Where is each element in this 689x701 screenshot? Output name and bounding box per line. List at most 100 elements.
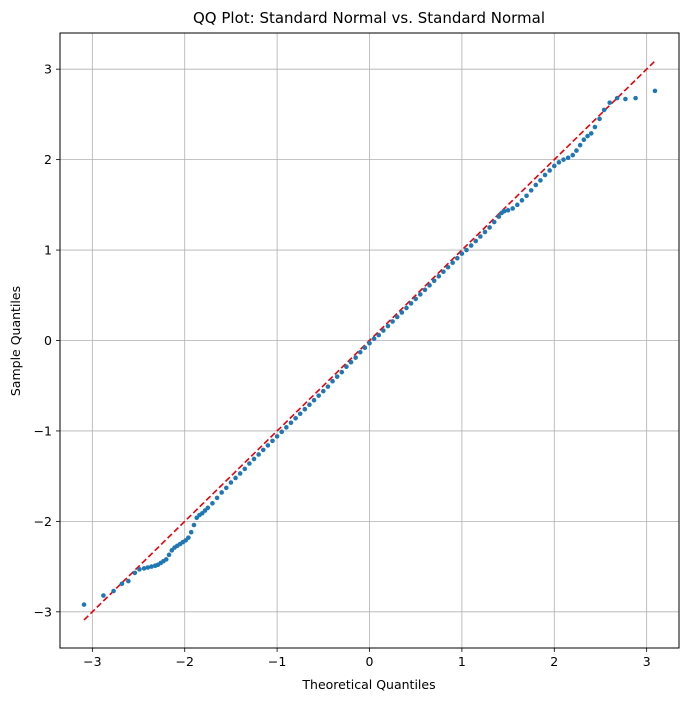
data-point [478, 234, 483, 239]
data-point [404, 305, 409, 311]
data-point [166, 552, 172, 558]
data-point [468, 243, 474, 248]
data-point [533, 182, 539, 188]
data-point [431, 278, 437, 284]
data-point [307, 402, 312, 408]
y-tick-label: 3 [44, 62, 52, 77]
data-point [496, 214, 502, 219]
data-point [214, 495, 220, 501]
data-point [592, 124, 598, 130]
data-point [119, 581, 125, 587]
data-point [348, 359, 354, 365]
data-point [163, 557, 169, 562]
data-point [367, 340, 372, 346]
data-point [297, 411, 303, 417]
x-tick-label: −3 [83, 654, 101, 669]
data-point [577, 142, 583, 148]
data-point [381, 328, 386, 333]
data-point [385, 323, 391, 329]
data-point [607, 100, 613, 105]
data-point [256, 452, 261, 457]
data-point [482, 229, 488, 235]
data-point [633, 95, 638, 101]
y-tick-label: 1 [44, 243, 52, 258]
data-point [279, 429, 285, 435]
data-point [126, 578, 131, 584]
data-point [284, 425, 289, 430]
data-point [551, 163, 557, 169]
data-point [601, 107, 607, 113]
data-point [321, 388, 326, 394]
data-point [270, 438, 275, 444]
data-point [459, 251, 465, 256]
data-point [450, 260, 455, 266]
data-point [394, 314, 400, 320]
data-point [357, 349, 363, 355]
data-point [464, 247, 469, 253]
data-points [81, 88, 658, 607]
y-axis-label: Sample Quantiles [8, 286, 23, 396]
data-point [652, 88, 658, 94]
data-point [491, 219, 497, 225]
x-axis-ticks: −3 −2 −1 0 1 2 3 [83, 648, 651, 669]
data-point [132, 570, 138, 576]
y-tick-label: 2 [44, 152, 52, 167]
data-point [242, 466, 248, 472]
data-point [436, 273, 442, 279]
data-point [413, 296, 418, 302]
data-point [399, 310, 405, 315]
data-point [149, 564, 154, 569]
data-point [191, 522, 197, 528]
data-point [408, 301, 414, 306]
data-point [145, 565, 151, 570]
data-point [561, 157, 566, 162]
data-point [228, 480, 234, 485]
y-tick-label: −2 [34, 514, 52, 529]
data-point [137, 567, 142, 572]
data-point [565, 155, 571, 161]
data-point [574, 148, 579, 153]
data-point [547, 168, 552, 173]
data-point [334, 374, 340, 379]
reference-line-layer [83, 60, 656, 621]
data-point [519, 198, 525, 203]
data-point [510, 206, 516, 211]
data-point [325, 384, 331, 389]
data-point [353, 355, 358, 360]
data-point [623, 96, 628, 102]
data-point [588, 131, 594, 136]
grid-lines [60, 33, 679, 648]
data-point [219, 490, 224, 495]
data-point [293, 415, 298, 421]
y-tick-label: −3 [34, 604, 52, 619]
data-point [454, 255, 460, 261]
data-point [581, 137, 587, 143]
y-axis-ticks: −3 −2 −1 0 1 2 3 [34, 62, 60, 619]
data-point [288, 420, 294, 426]
data-point [371, 336, 377, 341]
data-point [188, 529, 194, 535]
data-point [223, 485, 229, 491]
data-point [260, 447, 266, 453]
data-point [233, 475, 238, 481]
data-point [205, 505, 211, 511]
data-point [101, 593, 106, 598]
reference-line [83, 60, 656, 621]
data-point [585, 133, 590, 139]
data-point [597, 116, 602, 122]
data-point [505, 207, 511, 213]
data-point [81, 602, 87, 607]
data-point [445, 264, 451, 270]
y-tick-label: 0 [44, 333, 52, 348]
chart-title: QQ Plot: Standard Normal vs. Standard No… [193, 9, 545, 27]
data-point [210, 500, 215, 506]
data-point [556, 160, 562, 165]
data-point [247, 461, 252, 466]
data-point [237, 471, 243, 476]
y-tick-label: −1 [34, 423, 52, 438]
data-point [311, 397, 317, 403]
data-point [316, 393, 321, 398]
data-point [422, 287, 428, 293]
data-point [502, 208, 507, 214]
